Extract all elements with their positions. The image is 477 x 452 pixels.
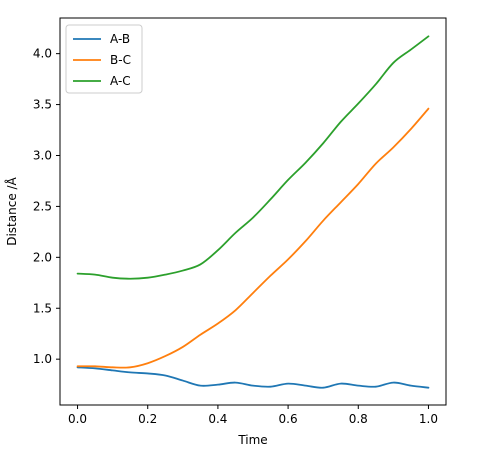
y-tick-label: 1.5	[33, 301, 52, 315]
x-tick-label: 0.6	[279, 412, 298, 426]
legend: A-B B-C A-C	[65, 24, 143, 94]
y-tick-label: 4.0	[33, 47, 52, 61]
series-line-a-c	[76, 35, 430, 280]
axis-ticks: 0.0 0.2 0.4 0.6 0.8 1.0 1.0 1.5 2.0 2.5 3.0 3.5 4.0	[33, 47, 438, 426]
x-axis-label: Time	[237, 433, 267, 447]
x-tick-label: 0.0	[68, 412, 87, 426]
plot-area	[76, 35, 430, 389]
legend-box	[65, 24, 143, 94]
y-tick-label: 1.0	[33, 352, 52, 366]
y-tick-label: 2.5	[33, 199, 52, 213]
x-tick-label: 1.0	[419, 412, 438, 426]
legend-label-a-b: A-B	[110, 32, 130, 46]
series-line-b-c	[76, 107, 430, 369]
legend-label-b-c: B-C	[110, 53, 131, 67]
y-axis-label: Distance /Å	[4, 176, 19, 245]
legend-label-a-c: A-C	[110, 74, 131, 88]
x-tick-label: 0.4	[208, 412, 227, 426]
axes-frame	[59, 17, 447, 406]
y-tick-label: 3.0	[33, 148, 52, 162]
x-tick-label: 0.8	[349, 412, 368, 426]
series-line-a-b	[76, 366, 430, 389]
y-tick-label: 3.5	[33, 98, 52, 112]
x-tick-label: 0.2	[138, 412, 157, 426]
y-tick-label: 2.0	[33, 250, 52, 264]
